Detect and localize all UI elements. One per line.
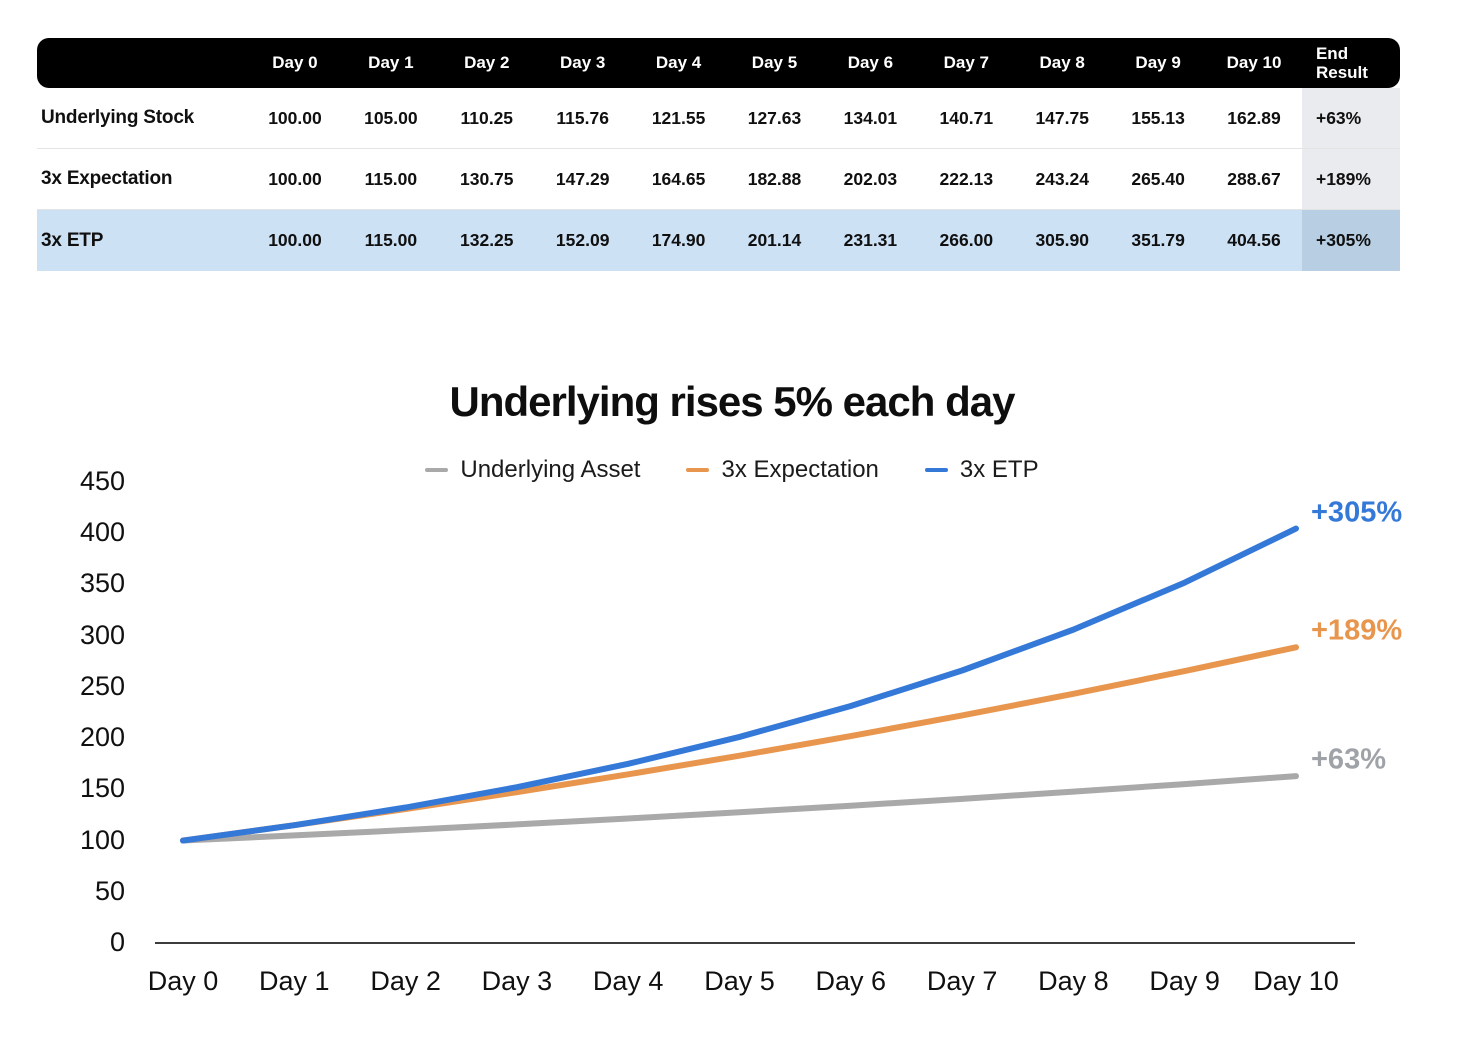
row-label: Underlying Stock [41, 107, 195, 128]
column-header-end-result: End Result [1315, 43, 1368, 82]
table-cell: 266.00 [939, 230, 994, 250]
y-axis-tick: 400 [79, 517, 125, 548]
chart-title: Underlying rises 5% each day [449, 378, 1016, 425]
table-cell: 222.13 [939, 168, 994, 189]
table-cell: 100.00 [268, 107, 322, 128]
y-axis-tick: 200 [79, 721, 125, 752]
y-axis-tick: 300 [79, 619, 125, 650]
table-cell: 147.75 [1035, 107, 1089, 128]
y-axis-tick: 250 [79, 670, 125, 701]
x-axis-tick: Day 4 [592, 966, 664, 996]
table-cell: 174.90 [651, 230, 706, 250]
table-header: Day 0 Day 1 Day 2 Day 3 Day 4 Day 5 Day 6 Day 7… [37, 38, 1400, 88]
table-row: Underlying Stock 100.00 105.00 110.25 115.76… [37, 88, 1400, 149]
table-cell: 202.03 [843, 168, 898, 189]
table-cell: 243.24 [1035, 168, 1089, 189]
end-result-cell: +305% [1301, 210, 1400, 271]
column-header: Day 1 [368, 53, 414, 72]
column-header: Day 8 [1039, 53, 1085, 72]
x-axis-tick: Day 0 [147, 966, 219, 996]
table-cell: 265.40 [1131, 168, 1185, 189]
y-axis-tick: 450 [79, 465, 125, 496]
x-axis-tick: Day 1 [259, 966, 330, 996]
legend-label: 3x ETP [959, 456, 1039, 483]
table-cell: 100.00 [268, 168, 322, 189]
x-axis-tick: Day 3 [481, 966, 553, 996]
column-header: Day 6 [847, 53, 894, 72]
table-cell: 100.00 [268, 230, 322, 250]
row-label: 3x Expectation [41, 168, 173, 189]
legend-item: Underlying Asset [425, 456, 640, 484]
column-header: Day 10 [1226, 53, 1282, 72]
table-cell: 231.31 [843, 230, 898, 250]
table-row: 3x Expectation 100.00 115.00 130.75 147.29 16… [37, 149, 1400, 210]
column-header: Day 0 [272, 53, 318, 72]
series-line-underlying-asset [180, 773, 1299, 844]
table-cell: 115.00 [364, 168, 418, 189]
table-cell: 152.09 [555, 230, 610, 250]
series-end-label: +63% [1311, 743, 1386, 776]
column-header: Day 9 [1135, 53, 1181, 72]
column-header: Day 7 [943, 53, 989, 72]
table-cell: 201.14 [747, 230, 802, 250]
legend-label: 3x Expectation [721, 456, 879, 483]
row-label: 3x ETP [41, 229, 104, 251]
table-cell: 110.25 [460, 107, 514, 128]
table-cell: 115.76 [556, 107, 609, 128]
table-cell: 130.75 [460, 168, 514, 189]
table-cell: 305.90 [1035, 230, 1089, 250]
table-cell: 132.25 [460, 230, 514, 250]
legend-swatch [924, 467, 948, 473]
series-line-3x-etp [180, 525, 1299, 844]
x-axis-tick: Day 8 [1038, 966, 1109, 996]
series-end-label: +189% [1311, 614, 1403, 647]
y-axis-tick: 350 [79, 568, 125, 599]
y-axis-tick: 0 [109, 926, 125, 957]
table-cell: 147.29 [555, 168, 610, 189]
table-cell: 162.89 [1227, 107, 1281, 128]
table-cell: 351.79 [1131, 230, 1185, 250]
column-header: Day 2 [464, 53, 510, 72]
x-axis-tick: Day 2 [370, 966, 441, 996]
table-row: 3x ETP 100.00 115.00 132.25 152.09 174.90 201.… [37, 210, 1400, 271]
legend-swatch [686, 467, 710, 473]
legend-swatch [425, 467, 449, 473]
legend-label: Underlying Asset [460, 456, 641, 483]
end-result-cell: +63% [1301, 88, 1400, 148]
table-cell: 115.00 [364, 230, 418, 250]
legend-item: 3x Expectation [686, 456, 879, 484]
table-cell: 404.56 [1227, 230, 1281, 250]
x-axis-tick: Day 5 [704, 966, 775, 996]
table-cell: 105.00 [364, 107, 418, 128]
table-cell: 121.55 [651, 107, 706, 128]
table-cell: 155.13 [1131, 107, 1185, 128]
table-cell: 140.71 [939, 107, 994, 128]
table-cell: 288.67 [1227, 168, 1281, 189]
legend-item: 3x ETP [924, 456, 1039, 484]
x-axis-tick: Day 10 [1253, 966, 1339, 996]
table-cell: 127.63 [747, 107, 802, 128]
y-axis-tick: 50 [94, 875, 125, 906]
y-axis-tick: 100 [79, 824, 125, 855]
performance-table: Day 0 Day 1 Day 2 Day 3 Day 4 Day 5 Day 6 Day 7… [37, 38, 1400, 271]
table-cell: 134.01 [843, 107, 898, 128]
end-result-cell: +189% [1301, 149, 1400, 209]
x-axis-tick: Day 9 [1149, 966, 1220, 996]
x-axis-tick: Day 6 [815, 966, 887, 996]
x-axis-tick: Day 7 [926, 966, 998, 996]
table-cell: 182.88 [747, 168, 802, 189]
y-axis-tick: 150 [79, 773, 125, 804]
column-header: Day 5 [751, 53, 798, 72]
table-cell: 164.65 [651, 168, 706, 189]
chart-legend: Underlying Asset 3x Expectation 3x ETP [0, 456, 1464, 484]
column-header: Day 4 [655, 53, 702, 72]
series-end-label: +305% [1311, 496, 1403, 529]
column-header: Day 3 [559, 53, 606, 72]
